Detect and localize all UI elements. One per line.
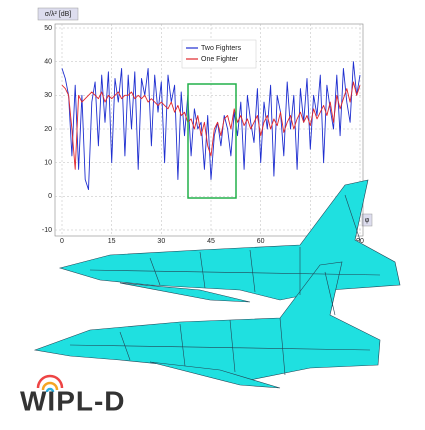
y-tick-label: 0	[48, 193, 52, 200]
x-tick-label: 0	[60, 238, 64, 245]
logo: WIPL-D	[20, 374, 126, 416]
logo-arc-inner	[45, 387, 55, 393]
y-tick-label: -10	[42, 227, 52, 234]
y-tick-label: 50	[44, 25, 52, 32]
y-tick-label: 30	[44, 92, 52, 99]
x-label-box	[361, 213, 373, 227]
legend-label: Two Fighters	[201, 45, 242, 52]
jet-lower	[33, 261, 381, 381]
legend-label: One Fighter	[201, 56, 239, 63]
y-label-box	[37, 7, 79, 21]
jets	[33, 179, 401, 389]
x-tick-label: 60	[257, 238, 265, 245]
y-tick-label: 20	[44, 126, 52, 133]
y-tick-label: 10	[44, 160, 52, 167]
x-axis-label: φ	[365, 217, 370, 224]
x-tick-label: 45	[207, 238, 215, 245]
series-line	[61, 81, 361, 170]
jet-mesh	[69, 194, 381, 376]
y-axis-label: σ/λ² [dB]	[45, 11, 72, 18]
series-line	[61, 61, 361, 191]
x-tick-label: 15	[108, 238, 116, 245]
x-tick-label: 30	[157, 238, 165, 245]
highlight-box	[187, 83, 237, 199]
plot: -10010203040500153045607590	[42, 23, 364, 245]
jet-lower-wing	[149, 361, 281, 389]
legend: Two Fighters One Fighter	[181, 39, 257, 69]
jet-upper	[58, 179, 401, 301]
logo-arc-mid	[41, 381, 59, 391]
plot-frame	[54, 23, 364, 237]
logo-arc-outer	[36, 374, 64, 389]
jet-upper-wing	[119, 282, 251, 303]
x-tick-label: 90	[356, 238, 364, 245]
legend-box	[181, 39, 257, 69]
y-tick-label: 40	[44, 59, 52, 66]
logo-text: WIPL-D	[20, 385, 126, 416]
